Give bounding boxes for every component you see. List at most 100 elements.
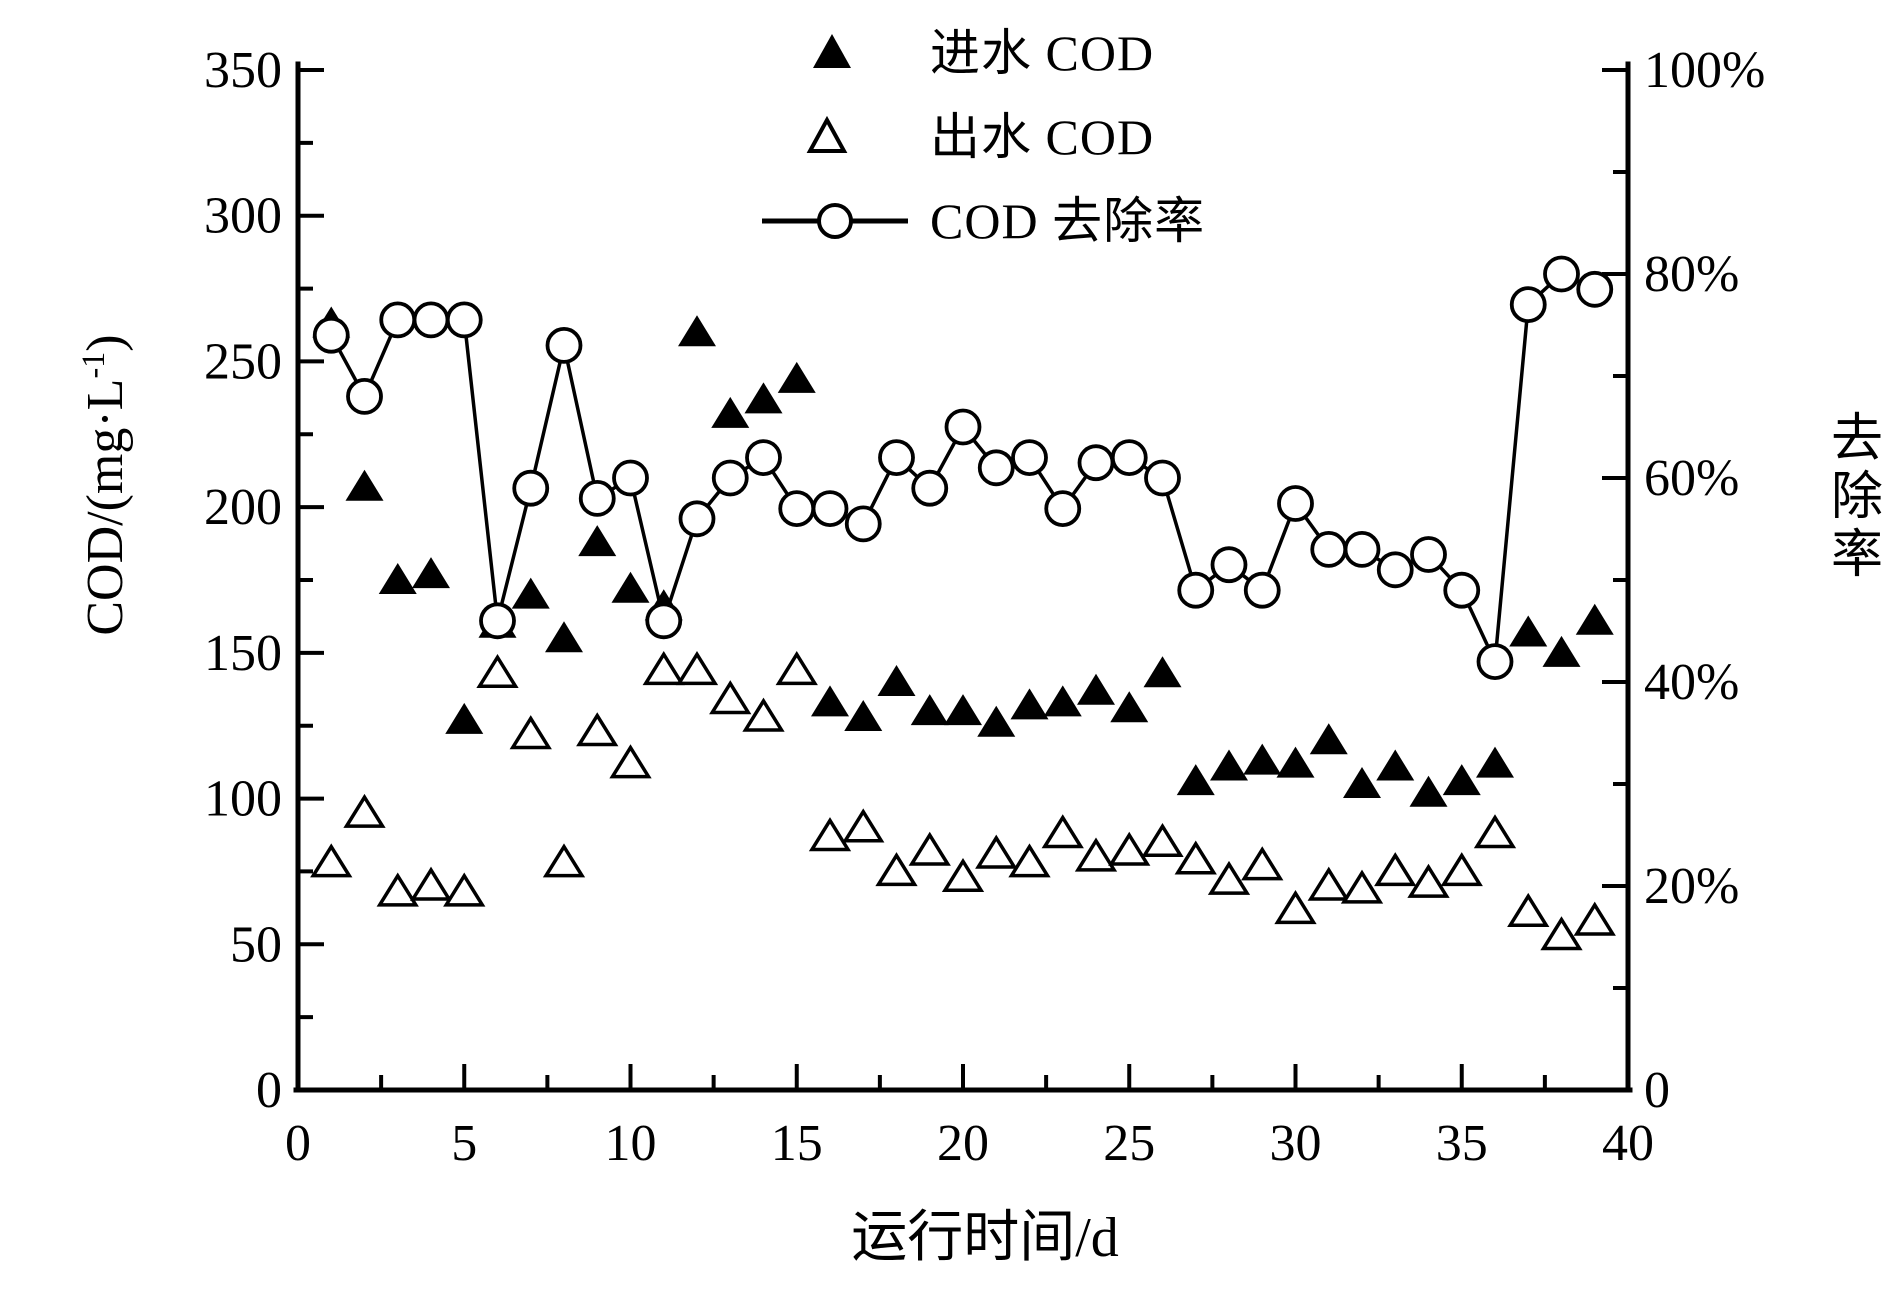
effluent-cod-point — [908, 831, 951, 866]
influent-cod-point — [1077, 673, 1115, 705]
y-left-tick-label: 350 — [204, 42, 282, 99]
removal-rate-point — [1011, 439, 1048, 477]
y-left-tick-label: 300 — [204, 188, 282, 245]
influent-cod-point — [877, 665, 916, 696]
legend-label-removal: COD 去除率 — [930, 193, 1206, 249]
x-tick-label: 10 — [605, 1115, 657, 1172]
influent-cod-point — [910, 694, 949, 726]
removal-rate-point — [1509, 286, 1547, 324]
effluent-cod-point — [542, 843, 586, 878]
influent-cod-point — [578, 525, 617, 557]
removal-rate-point — [944, 408, 982, 446]
influent-cod-point — [744, 382, 783, 414]
x-tick-label: 5 — [451, 1115, 477, 1172]
effluent-cod-point — [1407, 863, 1450, 898]
removal-rate-point — [578, 479, 616, 517]
influent-cod-point — [511, 577, 550, 609]
x-tick-label: 0 — [285, 1115, 311, 1172]
influent-cod-point — [1575, 603, 1614, 635]
line-circle-icon — [762, 203, 908, 239]
removal-rate-point — [545, 326, 583, 364]
y-left-tick-label: 150 — [204, 625, 282, 682]
removal-rate-point — [1343, 531, 1381, 568]
effluent-cod-point — [675, 651, 719, 686]
y-left-tick-label: 250 — [204, 333, 282, 390]
removal-rate-point — [977, 449, 1015, 487]
effluent-cod-point — [975, 834, 1018, 869]
influent-cod-point — [1276, 746, 1315, 778]
effluent-cod-point — [443, 872, 486, 907]
influent-cod-point — [811, 685, 849, 717]
removal-rate-point — [1410, 536, 1447, 573]
effluent-cod-point — [1274, 889, 1317, 925]
x-tick-label: 20 — [937, 1115, 989, 1172]
removal-rate-point — [1277, 485, 1314, 522]
legend-label-influent: 进水 COD — [930, 25, 1155, 81]
legend-item-effluent: 出水 COD — [748, 109, 1154, 165]
effluent-cod-point — [1374, 852, 1417, 887]
influent-cod-point — [1409, 775, 1448, 807]
effluent-cod-point — [808, 817, 852, 852]
removal-rate-point — [1210, 546, 1248, 584]
effluent-cod-point — [1074, 837, 1118, 872]
removal-rate-point — [1077, 444, 1115, 482]
y-right-tick-label: 60% — [1644, 450, 1739, 507]
removal-rate-point — [1110, 439, 1148, 477]
x-tick-label: 35 — [1436, 1115, 1488, 1172]
legend-item-removal: COD 去除率 — [748, 193, 1205, 249]
y-left-title-close: ) — [77, 334, 135, 352]
effluent-cod-point — [742, 697, 785, 732]
removal-rate-point — [844, 505, 882, 543]
effluent-cod-point — [1573, 901, 1616, 936]
effluent-cod-point — [509, 715, 552, 750]
effluent-cod-point — [1340, 869, 1384, 904]
y-left-tick-label: 100 — [204, 771, 282, 828]
removal-rate-point — [1144, 459, 1181, 497]
influent-cod-point — [445, 702, 484, 734]
removal-rate-point — [312, 316, 350, 354]
filled-triangle-icon — [813, 34, 851, 68]
removal-rate-point — [346, 377, 383, 415]
removal-rate-point — [412, 301, 450, 339]
effluent-cod-point — [310, 843, 353, 878]
removal-rate-point — [778, 490, 816, 528]
y-left-tick-label: 0 — [256, 1062, 282, 1119]
removal-rate-point — [612, 459, 649, 497]
influent-cod-point — [1143, 656, 1182, 688]
effluent-cod-point — [709, 680, 752, 715]
effluent-cod-point — [875, 852, 918, 887]
removal-rate-point — [878, 439, 915, 477]
y-left-tick-label: 200 — [204, 479, 282, 536]
effluent-cod-point — [1307, 866, 1350, 901]
influent-cod-point — [1442, 764, 1481, 796]
removal-rate-point — [645, 602, 683, 640]
influent-cod-point — [844, 699, 883, 731]
influent-cod-point — [711, 396, 750, 428]
effluent-cod-point — [476, 653, 519, 689]
removal-rate-point — [1476, 643, 1514, 680]
effluent-cod-point — [642, 651, 685, 686]
removal-rate-point — [1243, 571, 1281, 609]
influent-cod-point — [977, 705, 1016, 737]
removal-rate-point — [1443, 571, 1481, 609]
effluent-cod-point — [1507, 892, 1550, 927]
removal-rate-point — [1044, 490, 1082, 528]
removal-rate-point — [1177, 571, 1215, 609]
effluent-cod-point — [576, 712, 619, 747]
removal-rate-point — [1376, 551, 1414, 589]
removal-rate-point — [512, 469, 550, 507]
legend-item-influent: 进水 COD — [748, 25, 1154, 81]
removal-rate-point — [379, 301, 417, 339]
influent-cod-point — [678, 315, 716, 347]
removal-rate-point — [1576, 270, 1614, 308]
removal-rate-point — [1310, 531, 1348, 568]
influent-cod-point — [1110, 691, 1149, 723]
effluent-cod-point — [1141, 822, 1184, 858]
effluent-cod-point — [343, 793, 386, 828]
effluent-cod-point — [775, 651, 818, 686]
y-right-tick-label: 40% — [1644, 654, 1739, 711]
effluent-cod-point — [409, 866, 453, 901]
influent-cod-point — [611, 571, 650, 603]
